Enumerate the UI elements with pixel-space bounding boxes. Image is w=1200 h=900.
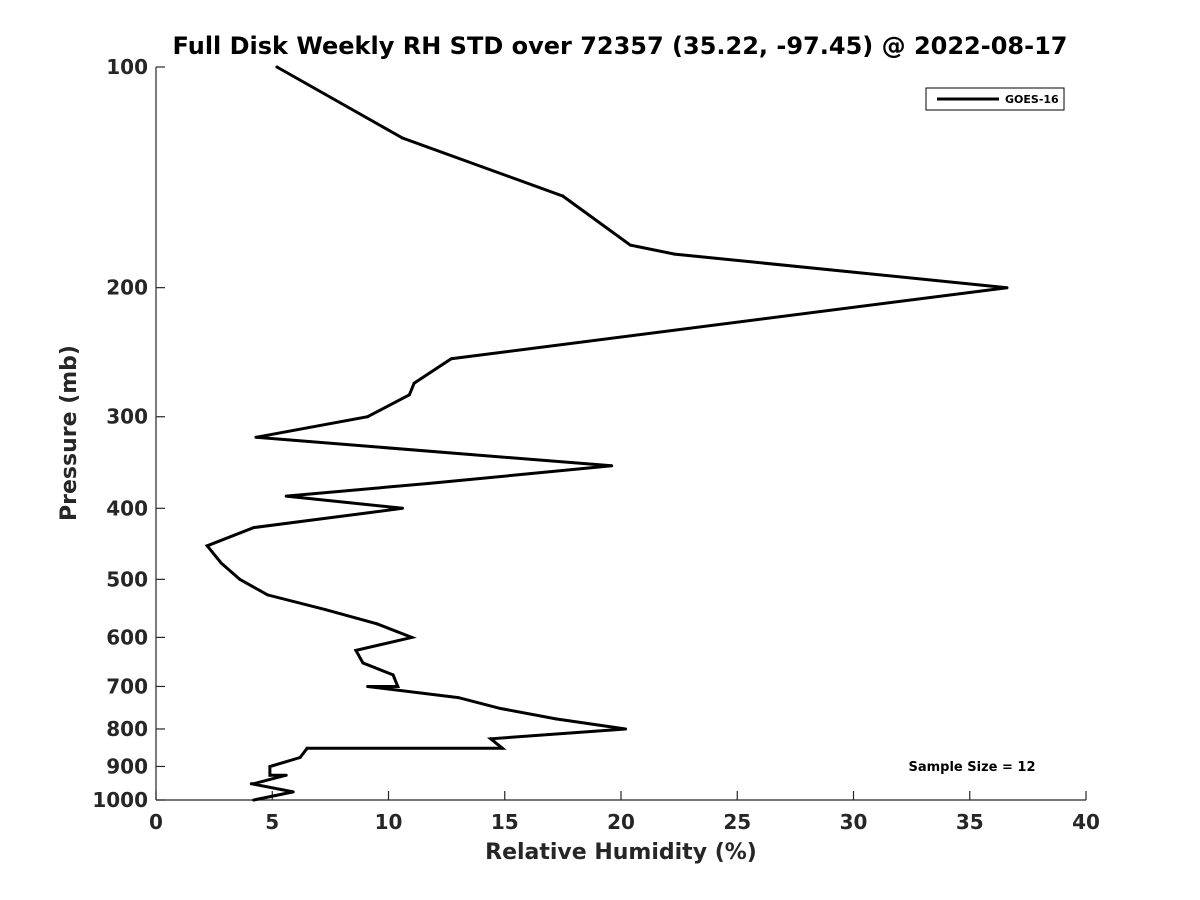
data-point [426, 482, 430, 485]
sample-size-annotation: Sample Size = 12 [908, 760, 1035, 775]
data-point [456, 696, 460, 700]
x-ticks: 0 5 10 15 20 25 30 35 40 [149, 791, 1100, 834]
data-point [366, 415, 370, 419]
data-point [375, 622, 379, 626]
data-point [268, 765, 272, 768]
data-point [291, 790, 295, 794]
data-point [268, 773, 272, 777]
data-point [410, 635, 414, 639]
y-tick-label: 600 [106, 625, 148, 649]
y-tick-label: 900 [106, 754, 148, 778]
data-point [361, 661, 365, 665]
y-tick-label: 500 [106, 567, 148, 591]
data-point [252, 782, 256, 786]
y-axis-label: Pressure (mb) [57, 345, 82, 521]
data-point [396, 685, 400, 688]
y-tick-label: 400 [106, 496, 148, 520]
series-points [205, 65, 1009, 802]
data-point [284, 773, 288, 777]
data-point [205, 544, 209, 548]
data-point [324, 608, 328, 612]
x-tick-label: 15 [491, 810, 519, 834]
data-point [624, 727, 628, 731]
data-point [500, 746, 504, 750]
y-tick-label: 100 [106, 55, 148, 79]
y-tick-label: 800 [106, 717, 148, 741]
series-line-goes-16 [204, 65, 1008, 802]
data-point [401, 136, 404, 140]
data-point [249, 782, 253, 786]
x-tick-label: 30 [840, 810, 868, 834]
y-ticks: 100 200 300 400 500 600 700 800 900 1000 [92, 55, 165, 812]
x-tick-label: 5 [265, 810, 279, 834]
data-point [254, 435, 258, 439]
x-tick-label: 10 [375, 810, 403, 834]
data-point [284, 494, 288, 498]
data-point [252, 526, 256, 530]
data-point [275, 65, 279, 69]
data-point [628, 243, 632, 247]
data-point [554, 717, 558, 721]
chart-title: Full Disk Weekly RH STD over 72357 (35.2… [173, 32, 1068, 60]
data-point [561, 194, 565, 198]
data-point [238, 577, 242, 581]
data-point [610, 464, 614, 468]
data-point [366, 685, 370, 688]
data-point [252, 798, 256, 802]
x-tick-label: 20 [607, 810, 635, 834]
y-tick-label: 700 [106, 674, 148, 698]
x-tick-label: 35 [956, 810, 984, 834]
data-point [298, 756, 302, 759]
data-point [412, 381, 416, 385]
data-point [219, 561, 223, 565]
legend: GOES-16 [925, 87, 1065, 111]
data-point [391, 673, 395, 677]
data-point [407, 393, 411, 397]
y-tick-label: 300 [106, 405, 148, 429]
data-point [489, 737, 493, 741]
data-point [401, 506, 404, 510]
plot-axes [155, 67, 1086, 801]
legend-entry-goes-16: GOES-16 [1005, 93, 1059, 106]
data-point [354, 648, 358, 652]
data-point [305, 746, 309, 750]
x-axis-label: Relative Humidity (%) [485, 840, 757, 865]
data-point [1005, 286, 1009, 290]
data-point [449, 357, 453, 361]
x-tick-label: 25 [723, 810, 751, 834]
data-point [498, 706, 502, 710]
x-tick-label: 0 [149, 810, 163, 834]
data-point [673, 252, 676, 256]
data-point [266, 593, 270, 597]
y-tick-label: 200 [106, 276, 148, 300]
y-tick-label: 1000 [92, 788, 148, 812]
x-tick-label: 40 [1072, 810, 1100, 834]
